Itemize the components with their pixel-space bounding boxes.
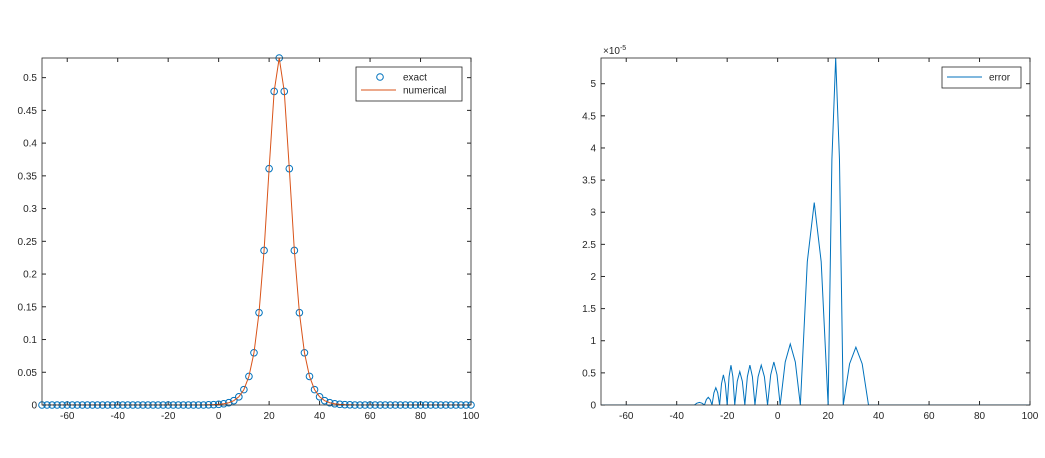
marker xyxy=(320,396,329,405)
x-tick-label: 40 xyxy=(873,411,885,422)
legend-marker xyxy=(376,73,384,81)
marker xyxy=(240,385,248,394)
marker xyxy=(235,393,243,401)
x-tick-label: 80 xyxy=(415,411,427,422)
x-tick-label: -60 xyxy=(619,411,634,422)
x-tick-label: -60 xyxy=(60,411,75,422)
y-tick-label: 3 xyxy=(590,208,596,219)
y-scale-label: ×10-5 xyxy=(603,45,626,57)
y-tick-label: 0 xyxy=(31,401,37,412)
y-tick-label: 0.05 xyxy=(18,368,38,379)
marker xyxy=(229,396,238,405)
y-tick-label: 2.5 xyxy=(582,240,596,251)
x-tick-label: 20 xyxy=(823,411,835,422)
y-tick-label: 0.1 xyxy=(23,335,37,346)
y-tick-label: 0.5 xyxy=(582,368,596,379)
x-tick-label: 80 xyxy=(974,411,986,422)
y-tick-label: 0.3 xyxy=(23,204,37,215)
y-tick-label: 0.45 xyxy=(18,106,38,117)
marker xyxy=(245,372,253,381)
y-tick-label: 5 xyxy=(590,79,596,90)
axes: -60 -40 -20 0 20 40 60 80 100 0 0.05 0.1 0.15 0.2 0.25… xyxy=(18,54,480,422)
y-tick-label: 4.5 xyxy=(582,111,596,122)
y-tick-label: 4 xyxy=(590,143,596,154)
axes: -60 -40 -20 0 20 40 60 80 100 0 0.5 1 1.5 2 2.5 3 3.5 4 4.… xyxy=(582,45,1039,422)
legend-label: exact xyxy=(403,73,427,84)
y-tick-label: 0 xyxy=(590,401,596,412)
x-tick-label: 0 xyxy=(216,411,222,422)
x-tick-label: -40 xyxy=(669,411,684,422)
marker xyxy=(315,393,324,401)
x-tick-label: 40 xyxy=(314,411,326,422)
legend-label: numerical xyxy=(403,86,446,97)
x-tick-label: 20 xyxy=(264,411,276,422)
y-tick-label: 2 xyxy=(590,272,596,283)
y-tick-label: 1 xyxy=(590,336,596,347)
marker xyxy=(325,398,334,407)
x-tick-label: -20 xyxy=(161,411,176,422)
plot-area xyxy=(42,58,471,405)
y-tick-label: 0.35 xyxy=(18,171,38,182)
marker xyxy=(305,372,314,381)
axes-box xyxy=(600,57,1031,406)
axes-box xyxy=(41,57,472,406)
legend-box xyxy=(355,66,463,102)
y-tick-label: 0.15 xyxy=(18,302,38,313)
y-tick-label: 1.5 xyxy=(582,304,596,315)
y-scale-exponent: -5 xyxy=(620,45,626,52)
series-line xyxy=(42,57,471,405)
y-tick-label: 0.4 xyxy=(23,139,37,150)
x-tick-label: 0 xyxy=(775,411,781,422)
x-tick-label: 60 xyxy=(923,411,935,422)
x-tick-label: 100 xyxy=(463,411,480,422)
x-tick-label: -20 xyxy=(720,411,735,422)
y-tick-label: 0.2 xyxy=(23,270,37,281)
legend-label: error xyxy=(989,73,1011,84)
y-scale-base: ×10 xyxy=(603,46,620,57)
marker xyxy=(310,385,319,394)
y-tick-label: 3.5 xyxy=(582,176,596,187)
x-tick-label: -40 xyxy=(110,411,125,422)
marker xyxy=(224,398,233,407)
x-tick-label: 100 xyxy=(1022,411,1039,422)
x-tick-label: 60 xyxy=(364,411,376,422)
plot-area xyxy=(601,58,1030,405)
y-tick-label: 0.25 xyxy=(18,237,38,248)
y-tick-label: 0.5 xyxy=(23,73,37,84)
series-line xyxy=(601,57,1030,405)
